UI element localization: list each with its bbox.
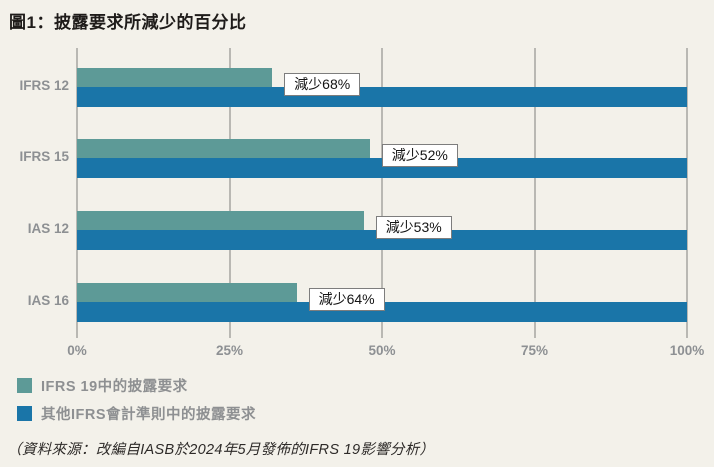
gridline-25% <box>228 48 231 338</box>
bar-series0-ifrs-12 <box>77 68 273 87</box>
bar-series0-ias-16 <box>77 283 297 302</box>
legend-item-0: IFRS 19中的披露要求 <box>17 375 256 396</box>
category-label-ias-16: IAS 16 <box>27 293 69 308</box>
reduction-callout-ifrs-15: 減少52% <box>381 144 458 167</box>
bar-series0-ifrs-15 <box>77 139 370 158</box>
chart-title: 圖1：披露要求所減少的百分比 <box>9 13 247 32</box>
category-label-ias-12: IAS 12 <box>27 221 69 236</box>
bar-group-ias-16: 減少64% <box>77 283 687 322</box>
source-note: （資料來源：改編自IASB於2024年5月發佈的IFRS 19影響分析） <box>7 442 435 458</box>
category-label-ifrs-15: IFRS 15 <box>19 149 69 164</box>
bar-series0-ias-12 <box>77 211 364 230</box>
x-tick-label: 50% <box>368 343 396 358</box>
bar-group-ifrs-15: 減少52% <box>77 139 687 178</box>
legend-label: 其他IFRS會計準則中的披露要求 <box>41 407 257 423</box>
bar-group-ias-12: 減少53% <box>77 211 687 250</box>
bar-group-ifrs-12: 減少68% <box>77 68 687 107</box>
legend-item-1: 其他IFRS會計準則中的披露要求 <box>17 403 256 424</box>
x-tick-label: 100% <box>669 343 705 358</box>
x-tick-label: 25% <box>215 343 244 358</box>
gridline-100% <box>686 48 688 338</box>
x-tick-label: 0% <box>67 343 87 358</box>
reduction-callout-ias-16: 減少64% <box>308 288 385 311</box>
legend-swatch-icon <box>17 378 32 393</box>
gridline-75% <box>533 48 536 338</box>
x-tick-label: 75% <box>520 343 549 358</box>
bar-series1-ifrs-15 <box>77 158 687 178</box>
bar-series1-ifrs-12 <box>77 87 687 107</box>
legend-swatch-icon <box>17 406 32 421</box>
bar-series1-ias-12 <box>77 230 687 250</box>
reduction-callout-ias-12: 減少53% <box>375 216 452 239</box>
plot-area: 0% 25% 50% 75% 100% 減少68% 減少52% 減少53% 減少64% <box>67 45 704 358</box>
gridline-50% <box>381 48 383 338</box>
gridline-0% <box>76 48 78 338</box>
category-label-ifrs-12: IFRS 12 <box>19 78 69 93</box>
bar-series1-ias-16 <box>77 302 687 322</box>
legend-label: IFRS 19中的披露要求 <box>41 379 188 395</box>
legend: IFRS 19中的披露要求其他IFRS會計準則中的披露要求 <box>17 375 256 431</box>
reduction-callout-ifrs-12: 減少68% <box>284 73 361 96</box>
